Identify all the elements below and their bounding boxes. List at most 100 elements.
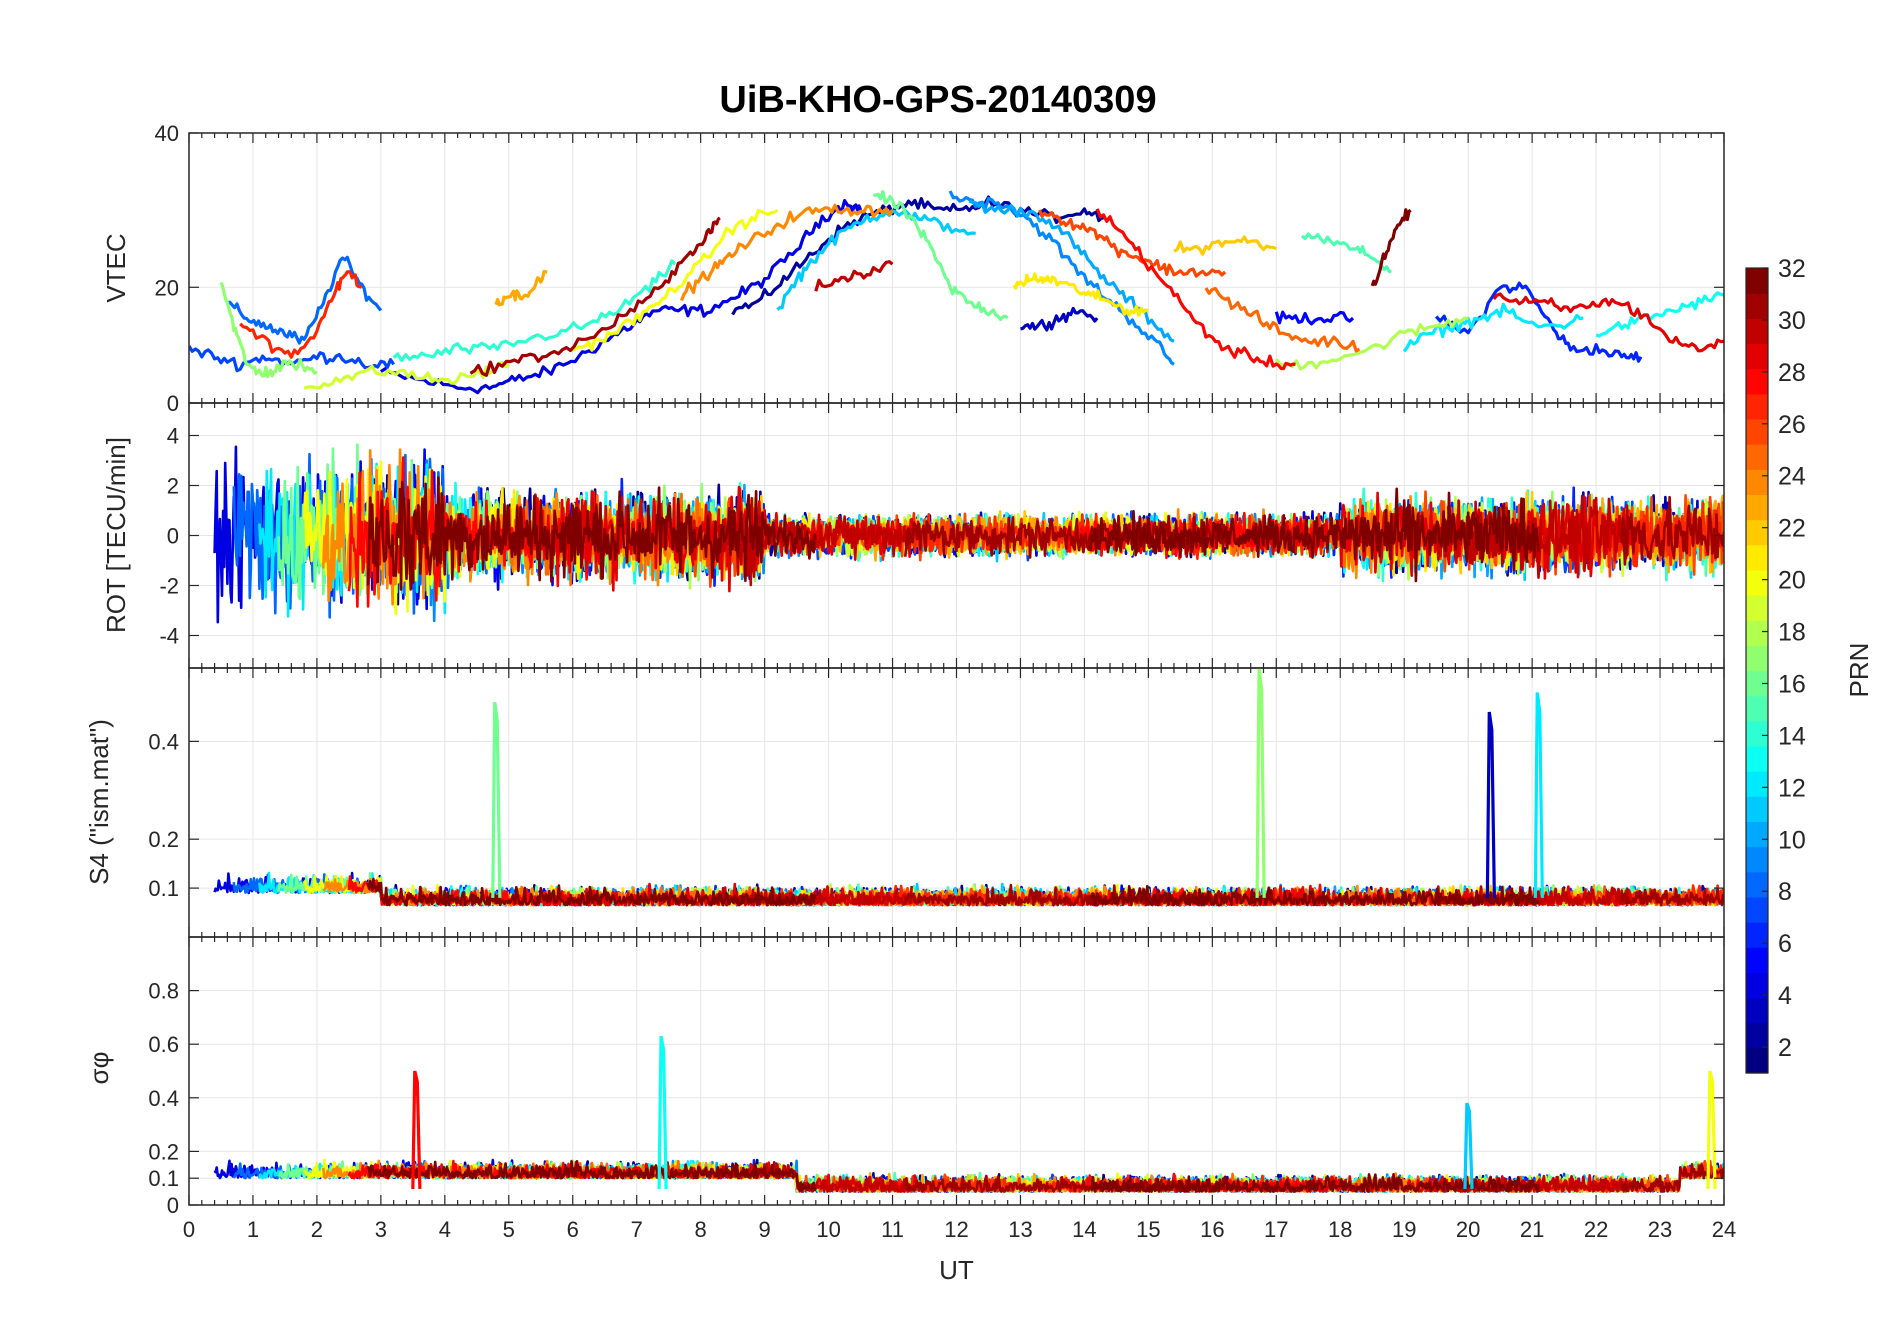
colorbar-tick-label: 10 bbox=[1778, 826, 1806, 854]
x-tick-label: 18 bbox=[1328, 1217, 1352, 1242]
panel-vtec: 20 40 VTEC bbox=[101, 121, 1725, 404]
colorbar-swatch bbox=[1746, 595, 1768, 621]
series-prn-26 bbox=[1038, 209, 1227, 278]
colorbar-swatch bbox=[1746, 997, 1768, 1024]
x-tick-label: 1 bbox=[247, 1217, 259, 1242]
series-prn-28 bbox=[1095, 208, 1296, 371]
x-tick-label: 13 bbox=[1008, 1217, 1032, 1242]
x-tick-label: 11 bbox=[881, 1217, 904, 1242]
plot-area-rot bbox=[213, 443, 1724, 624]
y-tick-label: 0.1 bbox=[148, 1166, 179, 1191]
spike-prn-20 bbox=[1706, 1070, 1717, 1189]
x-tick-label: 3 bbox=[375, 1217, 387, 1242]
x-tick-label: 19 bbox=[1392, 1217, 1416, 1242]
colorbar-tick-label: 16 bbox=[1778, 670, 1806, 698]
series-prn-32 bbox=[366, 1160, 817, 1193]
chart-title: UiB-KHO-GPS-20140309 bbox=[719, 79, 1156, 121]
colorbar-tick-label: 26 bbox=[1778, 411, 1806, 439]
x-ticks-vtec bbox=[188, 133, 1725, 403]
series-prn-29 bbox=[1492, 292, 1724, 353]
x-tick-label: 0 bbox=[183, 1217, 195, 1242]
colorbar-tick-label: 14 bbox=[1778, 722, 1806, 750]
x-tick-label: 16 bbox=[1200, 1217, 1224, 1242]
colorbar-swatch bbox=[1746, 418, 1768, 445]
y-tick-label: -4 bbox=[159, 624, 179, 649]
colorbar-swatch bbox=[1746, 444, 1768, 470]
colorbar-swatch bbox=[1746, 922, 1768, 948]
y-axis-label-vtec: VTEC bbox=[101, 233, 131, 302]
colorbar-swatch bbox=[1746, 670, 1768, 697]
colorbar-swatch bbox=[1746, 569, 1768, 596]
y-tick-label: 20 bbox=[155, 275, 179, 300]
colorbar-swatch bbox=[1746, 745, 1768, 772]
x-axis-label: UT bbox=[939, 1255, 974, 1285]
x-ticks-s4 bbox=[188, 668, 1725, 937]
plot-area-vtec bbox=[189, 190, 1724, 395]
series-prn-9 bbox=[948, 190, 1175, 366]
series-prn-13 bbox=[1595, 291, 1724, 338]
colorbar-tick-label: 2 bbox=[1778, 1034, 1792, 1062]
series-prn-22 bbox=[1173, 235, 1277, 256]
colorbar-swatch bbox=[1746, 947, 1768, 973]
colorbar-swatch bbox=[1746, 368, 1768, 395]
colorbar-swatch bbox=[1746, 519, 1768, 546]
y-tick-label: 0.8 bbox=[148, 979, 179, 1004]
colorbar-swatch bbox=[1746, 871, 1768, 898]
x-tick-label: 5 bbox=[503, 1217, 515, 1242]
series-prn-4 bbox=[380, 199, 863, 395]
y-tick-label: 0.2 bbox=[148, 1139, 179, 1164]
series-prn-11 bbox=[776, 209, 976, 311]
colorbar-tick-label: 32 bbox=[1778, 255, 1806, 283]
spike-prn-3 bbox=[1485, 711, 1496, 898]
x-tick-label: 20 bbox=[1456, 1217, 1480, 1242]
colorbar-swatch bbox=[1746, 1022, 1768, 1049]
colorbar-tick-label: 22 bbox=[1778, 515, 1806, 543]
colorbar-tick-label: 6 bbox=[1778, 930, 1792, 958]
x-tick-label: 21 bbox=[1520, 1217, 1544, 1242]
x-tick-label: 14 bbox=[1072, 1217, 1096, 1242]
series-prn-31 bbox=[904, 1174, 1227, 1193]
series-prn-3 bbox=[1020, 306, 1099, 332]
series-prn-23 bbox=[494, 269, 548, 307]
y-axis-label-sigma_phi: σφ bbox=[84, 1052, 114, 1085]
colorbar-swatch bbox=[1746, 695, 1768, 722]
spike-prn-13 bbox=[657, 1035, 668, 1189]
colorbar-swatch bbox=[1746, 846, 1768, 873]
series-prn-20 bbox=[571, 208, 779, 353]
colorbar-swatch bbox=[1746, 544, 1768, 571]
series-prn-31 bbox=[469, 216, 721, 377]
colorbar-swatch bbox=[1746, 620, 1768, 646]
spike-prn-12 bbox=[1533, 692, 1544, 898]
plot-area-sigma_phi bbox=[213, 1035, 1724, 1193]
colorbar-tick-label: 4 bbox=[1778, 982, 1792, 1010]
spike-prn-28 bbox=[411, 1070, 422, 1189]
series-prn-30 bbox=[718, 496, 913, 587]
y-axis-label-rot: ROT [TECU/min] bbox=[101, 437, 131, 633]
series-prn-30 bbox=[814, 260, 894, 292]
panel-sigma_phi: 00.10.2 0.4 0.6 0.8 σφ bbox=[84, 936, 1725, 1218]
colorbar-swatch bbox=[1746, 645, 1768, 672]
colorbar-swatch bbox=[1746, 796, 1768, 823]
y-tick-label: 0 bbox=[167, 1193, 179, 1218]
spike-prn-11 bbox=[1463, 1102, 1474, 1189]
x-tick-labels: 0 1 2 3 4 5 6 7 8 9 10 11 12 13 14 15 16 17 18 19 20 21 22 23 24 bbox=[183, 1217, 1736, 1242]
series-prn-32 bbox=[1089, 487, 1540, 583]
y-tick-label: 40 bbox=[155, 121, 179, 146]
y-tick-label: -2 bbox=[159, 574, 179, 599]
spike-prn-16 bbox=[491, 702, 502, 898]
series-prn-32 bbox=[366, 476, 818, 591]
colorbar-tick-label: 28 bbox=[1778, 359, 1806, 387]
colorbar-swatch bbox=[1746, 1047, 1768, 1074]
y-tick-label: 0.6 bbox=[148, 1032, 179, 1057]
series-prn-32 bbox=[1370, 208, 1412, 287]
series-prn-29 bbox=[1249, 884, 1635, 907]
x-tick-label: 22 bbox=[1584, 1217, 1608, 1242]
x-tick-label: 17 bbox=[1264, 1217, 1288, 1242]
x-tick-label: 9 bbox=[759, 1217, 771, 1242]
series-prn-30 bbox=[718, 885, 913, 907]
series-prn-32 bbox=[1089, 884, 1540, 907]
panel-s4: 0.1 0.2 0.4 S4 ("ism.mat") bbox=[84, 667, 1725, 938]
colorbar-swatch bbox=[1746, 393, 1768, 420]
